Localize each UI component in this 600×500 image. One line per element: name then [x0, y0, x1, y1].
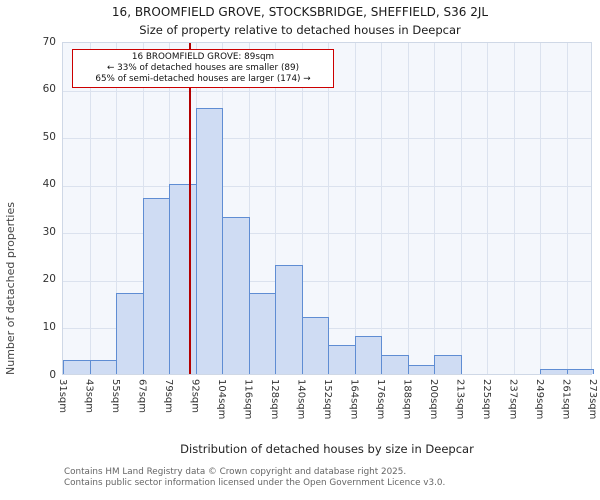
histogram-bar	[301, 316, 329, 374]
x-tick-label: 237sqm	[507, 379, 519, 420]
marker-annotation-box: 16 BROOMFIELD GROVE: 89sqm ← 33% of deta…	[72, 49, 334, 88]
gridline-v	[513, 43, 515, 374]
x-tick-label: 164sqm	[348, 379, 360, 420]
x-tick-label: 55sqm	[110, 379, 121, 414]
histogram-bar	[566, 369, 594, 374]
histogram-bar	[195, 107, 223, 374]
histogram-bar	[116, 293, 144, 374]
y-tick-label: 20	[42, 273, 56, 286]
subject-property-marker-line	[189, 43, 191, 374]
x-tick-label: 92sqm	[189, 379, 201, 414]
x-tick-label: 213sqm	[454, 379, 466, 420]
histogram-bar	[354, 335, 382, 374]
histogram-bar	[275, 264, 303, 374]
gridline-v	[275, 43, 276, 374]
x-tick-label: 104sqm	[216, 379, 227, 420]
gridline-v	[248, 43, 250, 374]
x-axis-label: Distribution of detached houses by size …	[180, 442, 474, 456]
x-tick-label: 128sqm	[269, 379, 280, 420]
y-tick-label: 40	[42, 178, 56, 191]
y-tick-label: 50	[42, 130, 56, 143]
x-tick-label: 140sqm	[295, 379, 307, 420]
gridline-v	[354, 43, 356, 374]
x-tick-label: 176sqm	[375, 379, 386, 420]
x-tick-label: 261sqm	[560, 379, 572, 420]
x-tick-label: 152sqm	[322, 379, 333, 420]
gridline-h	[63, 233, 591, 235]
plot-area: 16 BROOMFIELD GROVE: 89sqm ← 33% of deta…	[62, 42, 594, 375]
y-tick-label: 10	[42, 320, 56, 333]
histogram-bar	[248, 293, 276, 374]
chart-title: 16, BROOMFIELD GROVE, STOCKSBRIDGE, SHEF…	[111, 5, 489, 19]
histogram-bar	[407, 364, 435, 374]
x-tick-label: 188sqm	[401, 379, 413, 420]
histogram-bar	[328, 345, 356, 374]
y-tick-label: 70	[42, 35, 56, 48]
x-tick-label: 116sqm	[242, 379, 254, 420]
gridline-v	[328, 43, 329, 374]
x-tick-label: 200sqm	[428, 379, 439, 420]
gridline-v	[89, 43, 91, 374]
gridline-v	[116, 43, 117, 374]
gridline-v	[381, 43, 382, 374]
x-tick-label: 249sqm	[534, 379, 545, 420]
histogram-bar	[142, 198, 170, 374]
gridline-v	[434, 43, 435, 374]
annotation-line1: 16 BROOMFIELD GROVE: 89sqm	[131, 52, 275, 62]
footer-copyright: Contains HM Land Registry data © Crown c…	[64, 467, 407, 477]
histogram-bar	[381, 354, 409, 374]
histogram-bar	[540, 369, 568, 374]
y-tick-label: 30	[42, 225, 56, 238]
gridline-v	[301, 43, 303, 374]
gridline-h	[63, 185, 591, 187]
gridline-h	[63, 280, 591, 282]
y-axis-label: Number of detached properties	[4, 202, 17, 375]
annotation-line3: 65% of semi-detached houses are larger (…	[95, 73, 311, 84]
x-tick-label: 31sqm	[57, 379, 68, 414]
footer-licence: Contains public sector information licen…	[64, 478, 446, 488]
x-tick-label: 67sqm	[136, 379, 148, 414]
x-tick-label: 225sqm	[481, 379, 492, 420]
histogram-bar	[222, 217, 250, 374]
x-tick-label: 43sqm	[83, 379, 95, 414]
gridline-v	[407, 43, 409, 374]
histogram-bar	[169, 183, 197, 374]
y-tick-label: 60	[42, 83, 56, 96]
y-tick-label: 0	[49, 368, 56, 381]
histogram-bar	[89, 359, 117, 374]
gridline-h	[63, 138, 591, 140]
annotation-line2: ← 33% of detached houses are smaller (89…	[106, 62, 300, 73]
x-tick-label: 79sqm	[163, 379, 174, 414]
gridline-v	[487, 43, 488, 374]
gridline-v	[566, 43, 568, 374]
chart-subtitle: Size of property relative to detached ho…	[139, 23, 461, 37]
gridline-h	[63, 90, 591, 92]
gridline-v	[540, 43, 541, 374]
x-tick-label: 273sqm	[587, 379, 598, 420]
histogram-bar	[63, 359, 91, 374]
histogram-bar	[434, 354, 462, 374]
gridline-v	[460, 43, 462, 374]
